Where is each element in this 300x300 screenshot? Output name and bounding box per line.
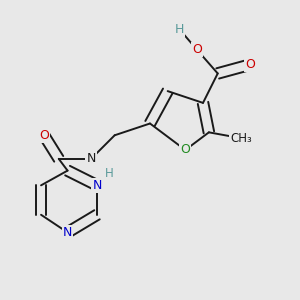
Text: CH₃: CH₃ [230, 132, 252, 145]
Text: N: N [86, 152, 96, 165]
Text: H: H [175, 23, 184, 36]
Text: O: O [245, 58, 255, 71]
Text: O: O [192, 44, 202, 56]
Text: H: H [104, 167, 113, 180]
Text: N: N [92, 179, 102, 192]
Text: O: O [39, 129, 49, 142]
Text: N: N [63, 226, 72, 239]
Text: O: O [180, 143, 190, 157]
